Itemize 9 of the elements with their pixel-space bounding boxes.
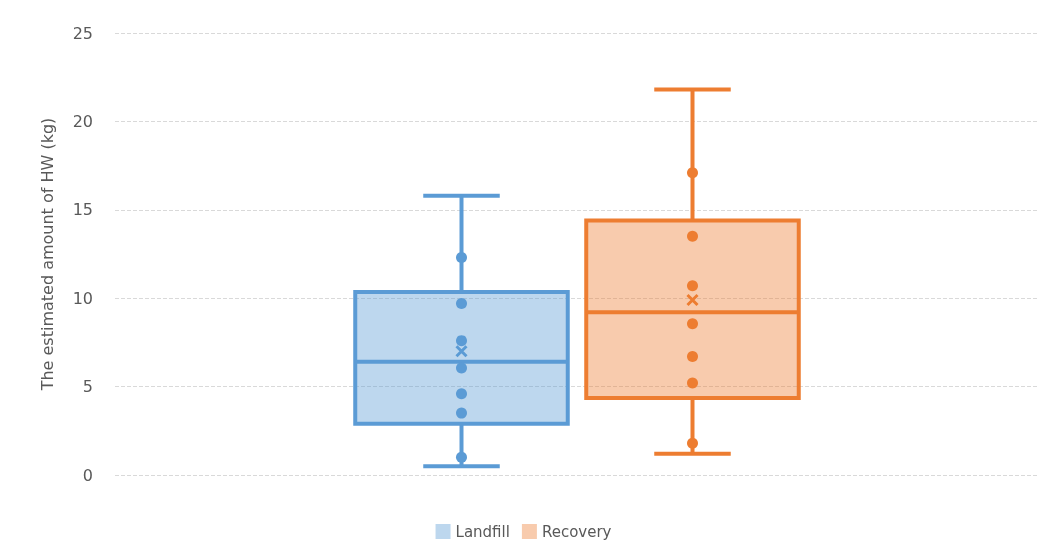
y-tick-label: 0 — [82, 465, 93, 485]
y-tick-label: 10 — [72, 288, 93, 308]
legend-label: Landfill — [455, 522, 510, 541]
y-tick-label: 25 — [72, 23, 93, 43]
y-axis-title: The estimated amount of HW (kg) — [37, 117, 57, 392]
legend-label: Recovery — [541, 522, 612, 541]
y-tick-label: 20 — [72, 111, 93, 131]
y-tick-label: 15 — [72, 200, 93, 220]
y-tick-label: 5 — [82, 377, 93, 397]
